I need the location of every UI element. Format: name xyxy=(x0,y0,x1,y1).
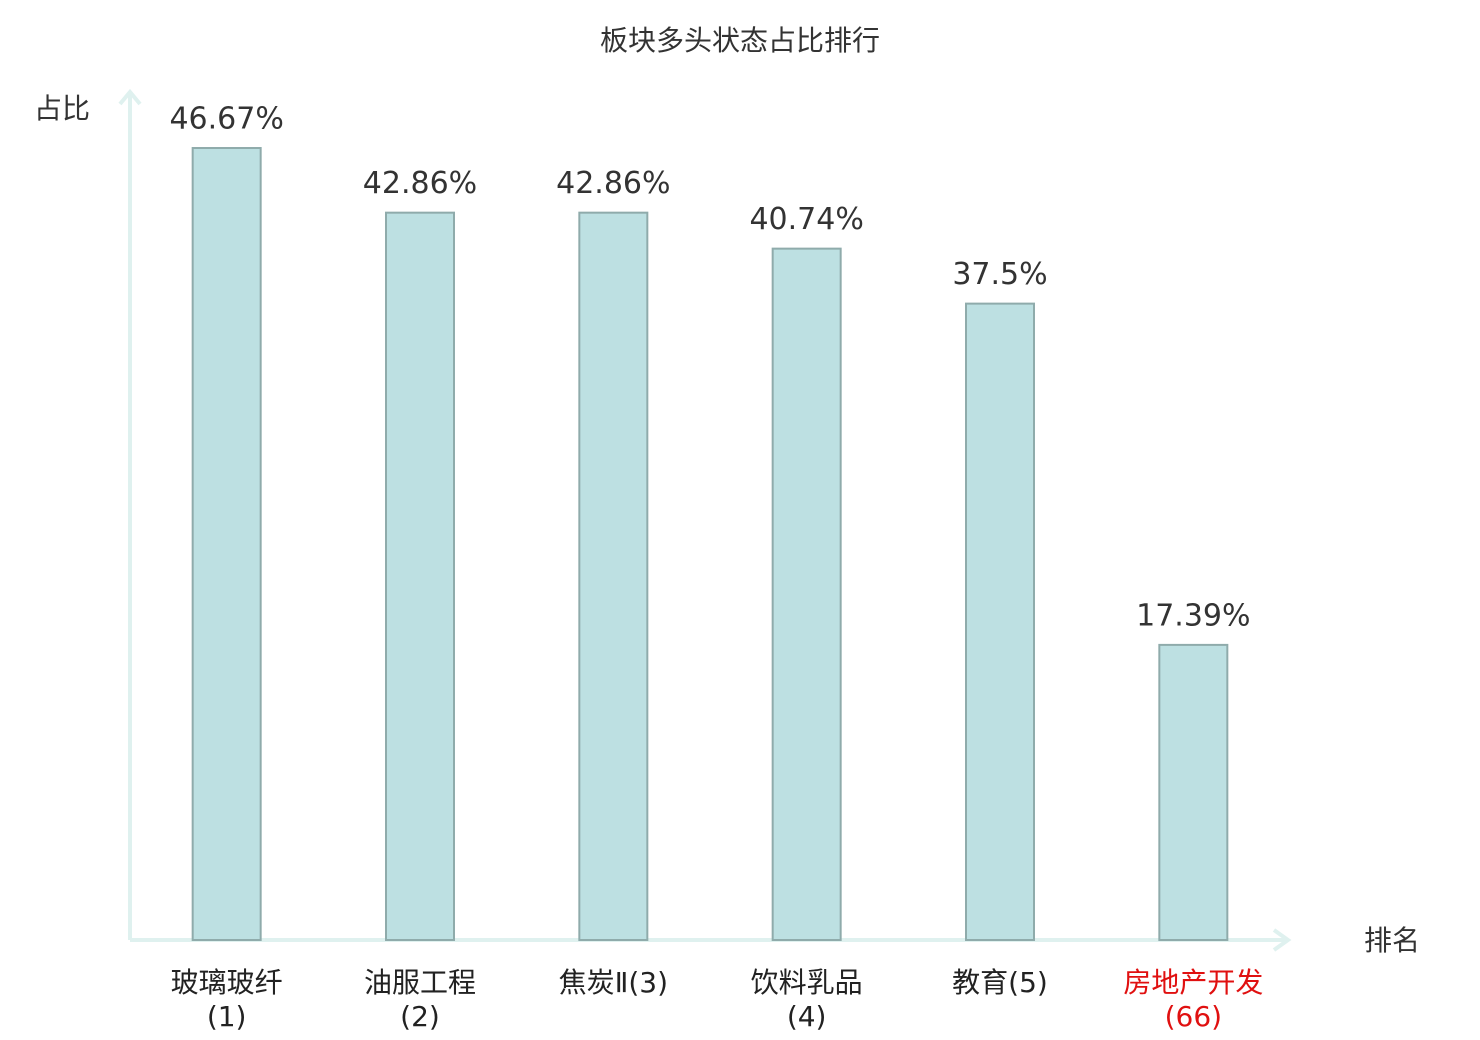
y-axis-label: 占比 xyxy=(34,92,90,125)
value-label: 42.86% xyxy=(556,166,670,201)
value-label: 37.5% xyxy=(952,257,1047,292)
x-axis-label: 排名 xyxy=(1364,924,1420,957)
value-label: 17.39% xyxy=(1136,598,1250,633)
value-label: 42.86% xyxy=(363,166,477,201)
axes xyxy=(118,88,1292,952)
x-tick-label: 房地产开发(66) xyxy=(1123,966,1264,1033)
bar xyxy=(771,247,842,941)
bar xyxy=(965,302,1035,941)
x-tick-label: 饮料乳品(4) xyxy=(750,966,863,1033)
bar xyxy=(191,147,262,942)
x-tick-label: 油服工程(2) xyxy=(363,966,476,1033)
bar xyxy=(385,211,455,942)
x-tick-label: 焦炭Ⅱ(3) xyxy=(558,966,669,999)
bar xyxy=(578,211,649,942)
bar xyxy=(1158,643,1229,942)
x-tick-label: 教育(5) xyxy=(952,966,1048,999)
x-arrow xyxy=(1272,928,1292,952)
y-arrow xyxy=(118,88,142,106)
chart-title: 板块多头状态占比排行 xyxy=(600,24,880,57)
value-label: 40.74% xyxy=(749,202,863,237)
x-tick-label: 玻璃玻纤(1) xyxy=(170,966,283,1033)
value-label: 46.67% xyxy=(169,102,283,137)
